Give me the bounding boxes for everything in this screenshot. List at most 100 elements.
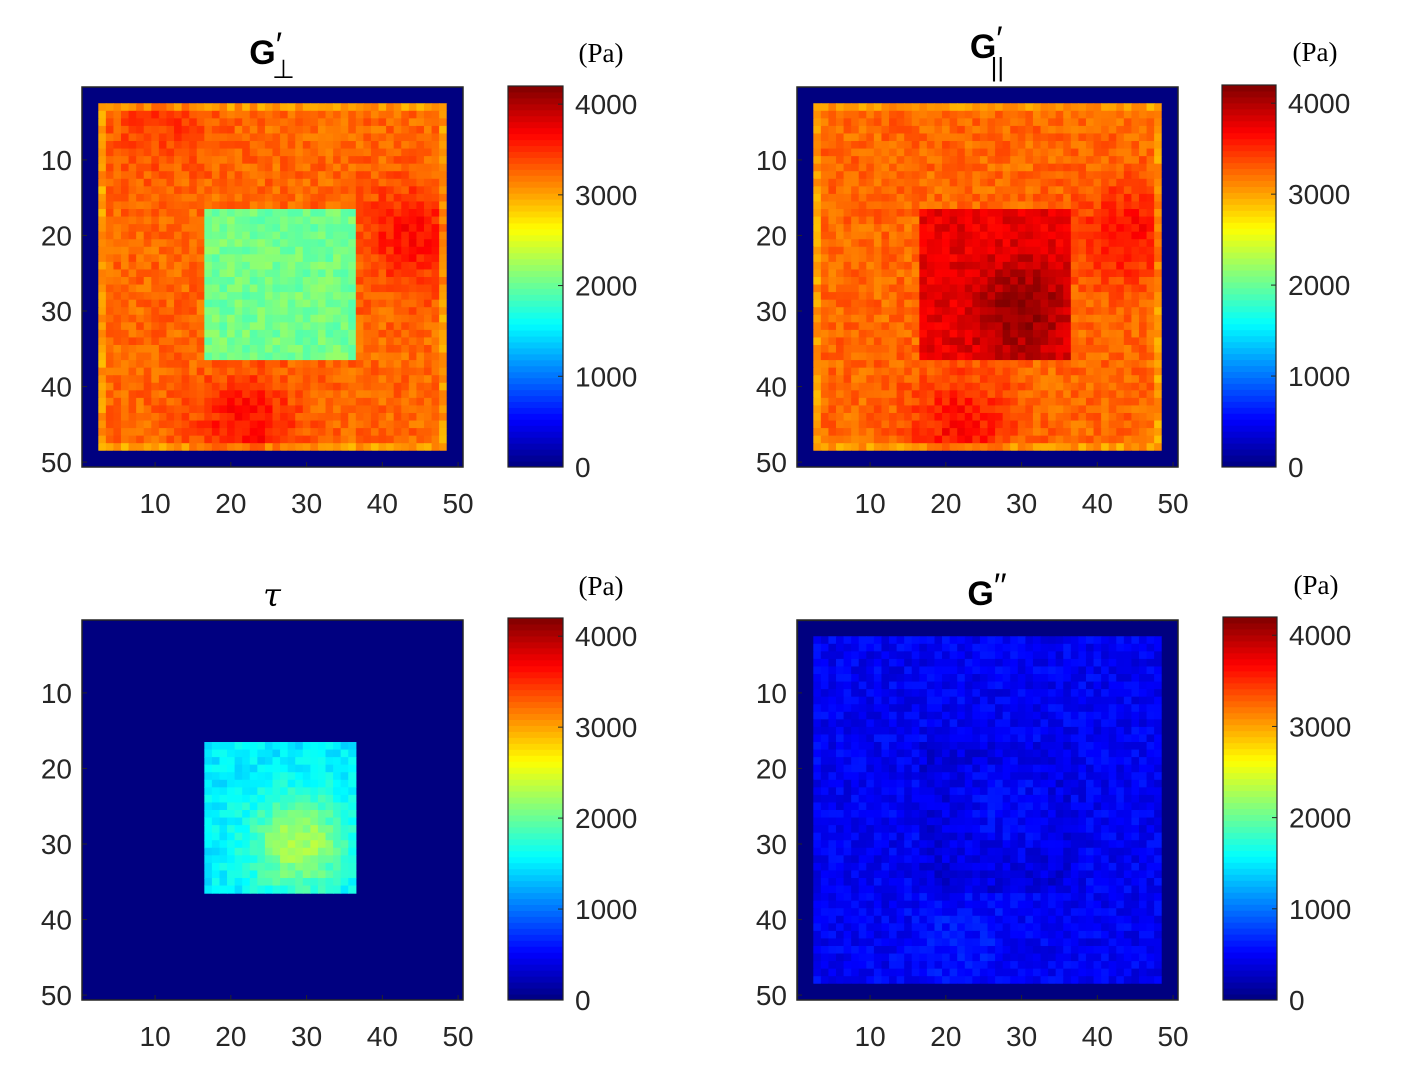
- heatmap-cell: [90, 178, 99, 187]
- heatmap-cell: [204, 231, 213, 240]
- heatmap-cell: [1085, 186, 1095, 195]
- heatmap-cell: [295, 118, 304, 127]
- heatmap-cell: [105, 148, 115, 157]
- heatmap-cell: [105, 390, 115, 399]
- heatmap-cell: [98, 443, 107, 452]
- heatmap-cell: [979, 367, 989, 376]
- heatmap-cell: [896, 367, 905, 376]
- heatmap-cell: [113, 269, 122, 278]
- heatmap-cell: [401, 450, 410, 459]
- heatmap-cell: [355, 344, 364, 354]
- heatmap-cell: [1063, 284, 1072, 293]
- heatmap-cell: [174, 375, 183, 384]
- heatmap-cell: [196, 156, 205, 165]
- heatmap-cell: [98, 88, 107, 97]
- heatmap-cell: [873, 178, 883, 187]
- heatmap-cell: [1032, 171, 1042, 180]
- heatmap-cell: [325, 352, 334, 361]
- heatmap-cell: [98, 201, 107, 210]
- heatmap-cell: [1070, 360, 1079, 369]
- heatmap-cell: [287, 88, 296, 97]
- heatmap-cell: [987, 216, 996, 225]
- heatmap-cell: [302, 390, 311, 399]
- heatmap-cell: [1002, 269, 1011, 278]
- heatmap-cell: [798, 435, 807, 444]
- heatmap-cell: [911, 95, 920, 104]
- heatmap-cell: [1002, 133, 1011, 142]
- heatmap-cell: [934, 261, 943, 271]
- heatmap-cell: [189, 344, 198, 354]
- heatmap-cell: [393, 450, 402, 459]
- heatmap-cell: [196, 292, 205, 301]
- heatmap-cell: [386, 193, 395, 203]
- heatmap-cell: [972, 95, 981, 104]
- heatmap-cell: [370, 163, 380, 172]
- heatmap-cell: [423, 141, 433, 150]
- heatmap-cell: [828, 292, 837, 301]
- heatmap-cell: [105, 397, 115, 407]
- heatmap-cell: [1025, 375, 1034, 384]
- heatmap-cell: [393, 337, 402, 346]
- heatmap-cell: [926, 261, 936, 271]
- heatmap-cell: [280, 450, 289, 459]
- heatmap-cell: [264, 367, 274, 376]
- heatmap-cell: [1070, 367, 1079, 376]
- heatmap-cell: [836, 382, 845, 391]
- heatmap-cell: [1025, 314, 1034, 323]
- heatmap-cell: [363, 329, 372, 339]
- heatmap-cell: [272, 246, 281, 255]
- heatmap-cell: [1040, 314, 1049, 323]
- heatmap-cell: [83, 329, 92, 339]
- heatmap-cell: [1123, 216, 1133, 225]
- heatmap-cell: [820, 231, 830, 240]
- heatmap-cell: [181, 428, 190, 437]
- heatmap-cell: [370, 428, 380, 437]
- heatmap-cell: [964, 329, 973, 339]
- heatmap-cell: [257, 239, 266, 248]
- heatmap-cell: [798, 299, 807, 308]
- heatmap-cell: [1010, 269, 1019, 278]
- heatmap-cell: [972, 125, 981, 135]
- heatmap-cell: [942, 314, 951, 323]
- heatmap-cell: [1101, 337, 1110, 346]
- heatmap-cell: [181, 382, 190, 391]
- heatmap-cell: [90, 186, 99, 195]
- heatmap-cell: [386, 458, 395, 467]
- heatmap-cell: [121, 420, 130, 429]
- heatmap-cell: [211, 390, 221, 399]
- heatmap-cell: [90, 292, 99, 301]
- heatmap-cell: [363, 284, 372, 293]
- heatmap-cell: [1070, 337, 1079, 346]
- heatmap-cell: [995, 405, 1004, 414]
- heatmap-cell: [813, 88, 822, 97]
- heatmap-cell: [113, 344, 122, 354]
- heatmap-cell: [964, 322, 973, 331]
- heatmap-cell: [325, 231, 334, 240]
- heatmap-cell: [1085, 307, 1095, 316]
- heatmap-cell: [1032, 344, 1042, 354]
- heatmap-cell: [310, 292, 319, 301]
- heatmap-cell: [166, 178, 175, 187]
- heatmap-cell: [1101, 193, 1110, 203]
- heatmap-cell: [1108, 231, 1117, 240]
- heatmap-cell: [378, 193, 387, 203]
- heatmap-cell: [272, 156, 281, 165]
- heatmap-cell: [1025, 292, 1034, 301]
- heatmap-cell: [325, 186, 334, 195]
- heatmap-cell: [189, 269, 198, 278]
- heatmap-cell: [813, 141, 822, 150]
- heatmap-cell: [181, 284, 190, 293]
- heatmap-cell: [858, 314, 867, 323]
- heatmap-cell: [873, 360, 883, 369]
- heatmap-cell: [1108, 428, 1117, 437]
- heatmap-cell: [143, 314, 152, 323]
- heatmap-cell: [340, 360, 349, 369]
- heatmap-cell: [805, 193, 814, 203]
- heatmap-cell: [181, 156, 190, 165]
- heatmap-cell: [264, 382, 274, 391]
- heatmap-cell: [287, 95, 296, 104]
- heatmap-cell: [158, 133, 168, 142]
- heatmap-cell: [158, 397, 168, 407]
- heatmap-cell: [105, 156, 115, 165]
- heatmap-cell: [1002, 239, 1011, 248]
